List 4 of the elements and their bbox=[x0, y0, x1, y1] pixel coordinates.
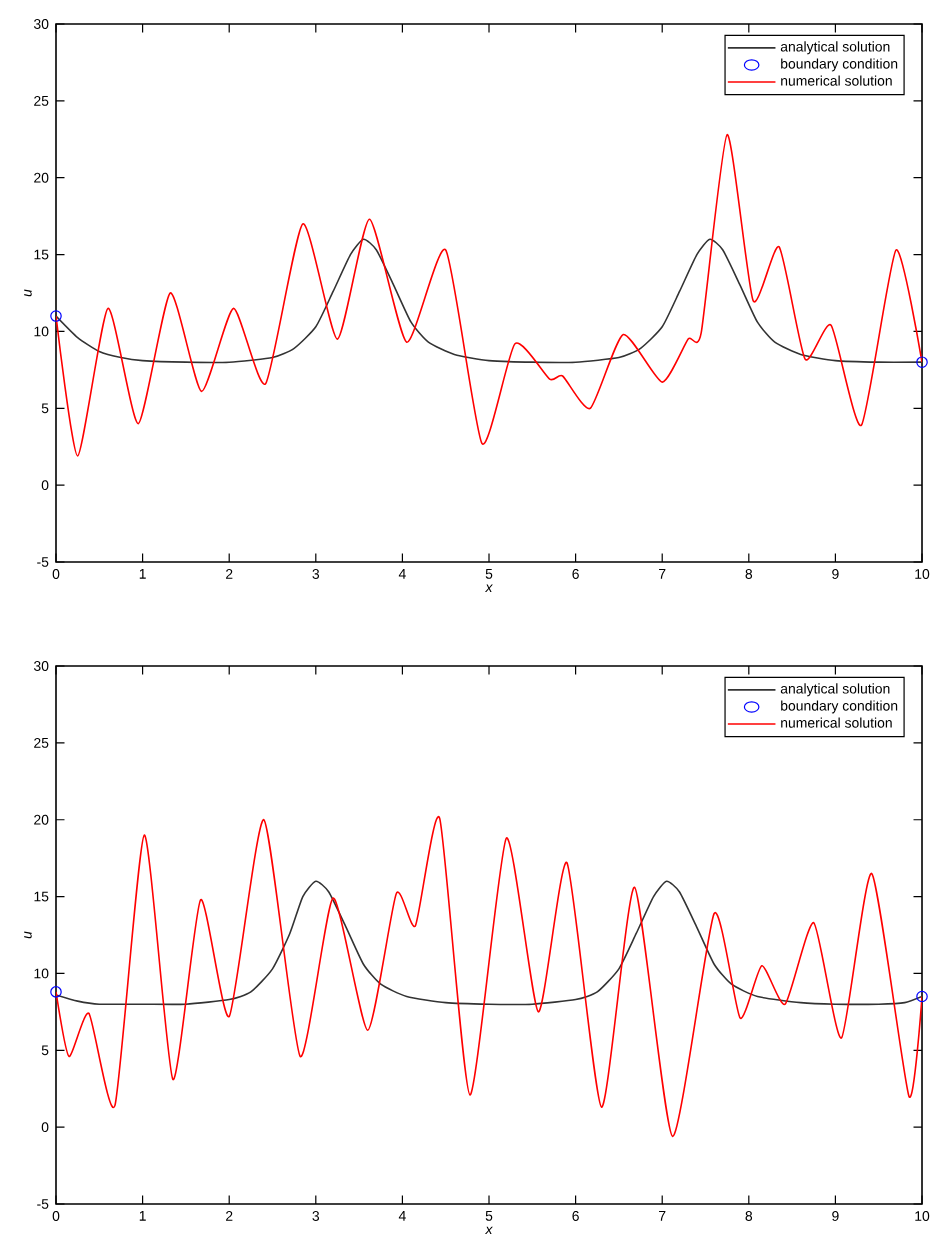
line-series bbox=[56, 133, 923, 457]
line-series bbox=[56, 880, 923, 1006]
line-series bbox=[56, 238, 923, 364]
line-series bbox=[56, 817, 923, 1138]
